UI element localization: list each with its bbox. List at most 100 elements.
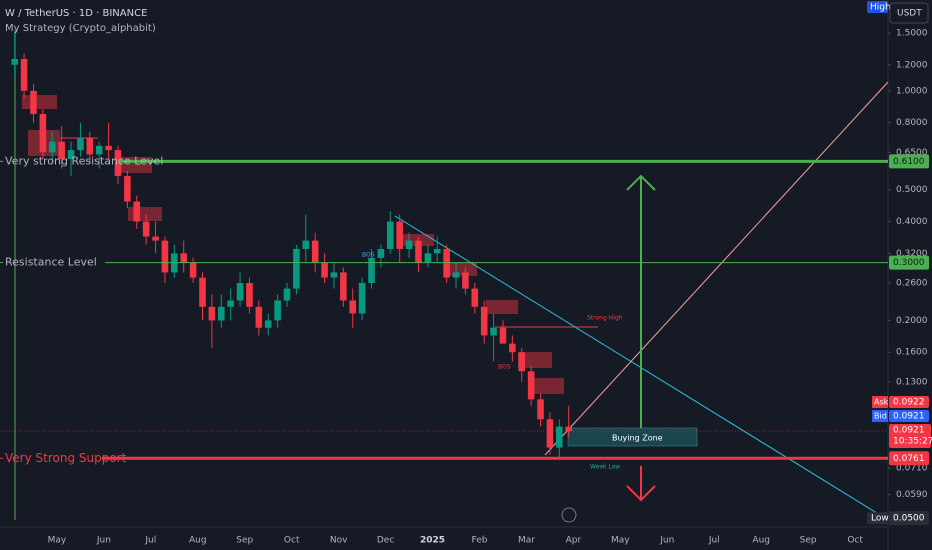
candle-body xyxy=(480,306,488,336)
last-tag xyxy=(889,424,931,449)
candle-body xyxy=(180,253,188,263)
y-tick-label: 0.2600 xyxy=(896,278,928,288)
strategy-name: My Strategy (Crypto_alphabit) xyxy=(5,23,156,34)
up-arrow xyxy=(626,174,656,428)
candle-body xyxy=(349,300,357,314)
candle-body xyxy=(208,306,216,321)
symbol-title: W / TetherUS · 1D · BINANCE xyxy=(5,8,147,19)
candle-body xyxy=(264,320,272,328)
x-tick-label: Nov xyxy=(330,536,348,546)
candle-body xyxy=(321,262,328,278)
candle-body xyxy=(274,300,281,321)
candle-body xyxy=(499,327,507,344)
candle-body xyxy=(293,248,300,289)
x-tick-label: Aug xyxy=(189,536,207,546)
x-tick-label: Sep xyxy=(236,536,253,546)
y-tick-label: 0.2000 xyxy=(896,316,928,326)
trendline xyxy=(394,215,881,516)
annotation: BOS xyxy=(498,364,511,371)
candle-body xyxy=(527,371,535,400)
candle-body xyxy=(246,282,253,307)
level-label: Resistance Level xyxy=(5,256,97,269)
quote-tag-label: 0.0922 xyxy=(893,398,925,408)
range-tag xyxy=(867,1,888,13)
countdown: 10:35:27 xyxy=(893,437,932,447)
candle-body xyxy=(77,137,84,151)
trendline xyxy=(544,81,889,456)
x-tick-label: 2025 xyxy=(420,536,445,546)
x-tick-label: Oct xyxy=(847,536,863,546)
candle-body xyxy=(48,141,56,153)
y-tick-label: 1.2000 xyxy=(896,60,928,70)
order-block xyxy=(128,207,162,221)
candle-body xyxy=(227,300,234,307)
y-tick-label: 0.0710 xyxy=(896,464,928,474)
price-tag xyxy=(889,255,929,270)
currency-box xyxy=(889,2,929,24)
candle-body xyxy=(537,399,544,420)
candle-body xyxy=(490,327,497,336)
candle-body xyxy=(30,90,37,114)
candle-body xyxy=(11,58,18,65)
candle-body xyxy=(142,221,150,237)
candle-body xyxy=(368,257,375,283)
y-tick-label: 0.5000 xyxy=(896,185,928,195)
y-tick-label: 0.1600 xyxy=(896,348,928,358)
annotation: Strong High xyxy=(587,315,623,322)
candle-body xyxy=(443,248,450,278)
x-tick-label: Mar xyxy=(518,536,535,546)
annotation: Buying Zone xyxy=(612,434,663,443)
y-tick-label: 1.0000 xyxy=(896,86,928,96)
candle-body xyxy=(424,253,432,263)
replay-icon[interactable] xyxy=(561,507,577,523)
candle-body xyxy=(189,262,197,278)
candle-body xyxy=(217,306,225,321)
y-tick-label: 0.8000 xyxy=(896,118,928,128)
order-block xyxy=(518,352,552,368)
candle-body xyxy=(114,150,122,177)
price-tag xyxy=(889,511,929,526)
candle-body xyxy=(161,240,169,273)
order-block xyxy=(22,95,57,109)
candle-body xyxy=(105,145,112,151)
price-tag-label: 0.0761 xyxy=(893,454,925,464)
candle-body xyxy=(565,426,572,432)
level-label: Very Strong Support xyxy=(5,451,127,465)
candle-body xyxy=(518,352,526,372)
x-tick-label: Dec xyxy=(377,536,394,546)
level-label: Very strong Resistance Level xyxy=(5,154,163,167)
candle-body xyxy=(509,343,516,353)
candle-body xyxy=(462,272,469,289)
annotation: BOS xyxy=(362,252,375,259)
candle-body xyxy=(556,426,563,448)
candle-body xyxy=(283,288,291,301)
annotation: Weak Low xyxy=(590,464,620,471)
down-arrow xyxy=(626,466,656,502)
y-tick-label: 0.4000 xyxy=(896,217,928,227)
x-tick-label: Sep xyxy=(800,536,817,546)
candle-body xyxy=(95,145,103,155)
y-tick-label: 0.0590 xyxy=(896,490,928,500)
quote-tag-label: 0.0921 xyxy=(893,412,925,422)
y-tick-label: 0.1300 xyxy=(896,377,928,387)
x-tick-label: Aug xyxy=(752,536,770,546)
candle-body xyxy=(433,248,441,254)
order-block xyxy=(530,378,564,394)
candle-body xyxy=(377,248,385,258)
x-tick-label: Jun xyxy=(96,536,111,546)
candle-body xyxy=(67,150,75,160)
y-tick-label: 0.6500 xyxy=(896,148,928,158)
range-tag xyxy=(867,512,888,525)
order-block xyxy=(486,300,518,314)
candle-body xyxy=(199,277,206,307)
candle-body xyxy=(546,419,554,448)
candle-body xyxy=(471,288,479,307)
quote-key-label: Bid xyxy=(874,412,887,421)
quote-key xyxy=(872,396,888,409)
x-tick-label: Jul xyxy=(144,536,156,546)
x-tick-label: Apr xyxy=(566,536,582,546)
range-tag-label: High xyxy=(870,3,891,13)
price-tag-label: 0.6100 xyxy=(893,157,925,167)
range-tag-label: Low xyxy=(871,514,889,524)
